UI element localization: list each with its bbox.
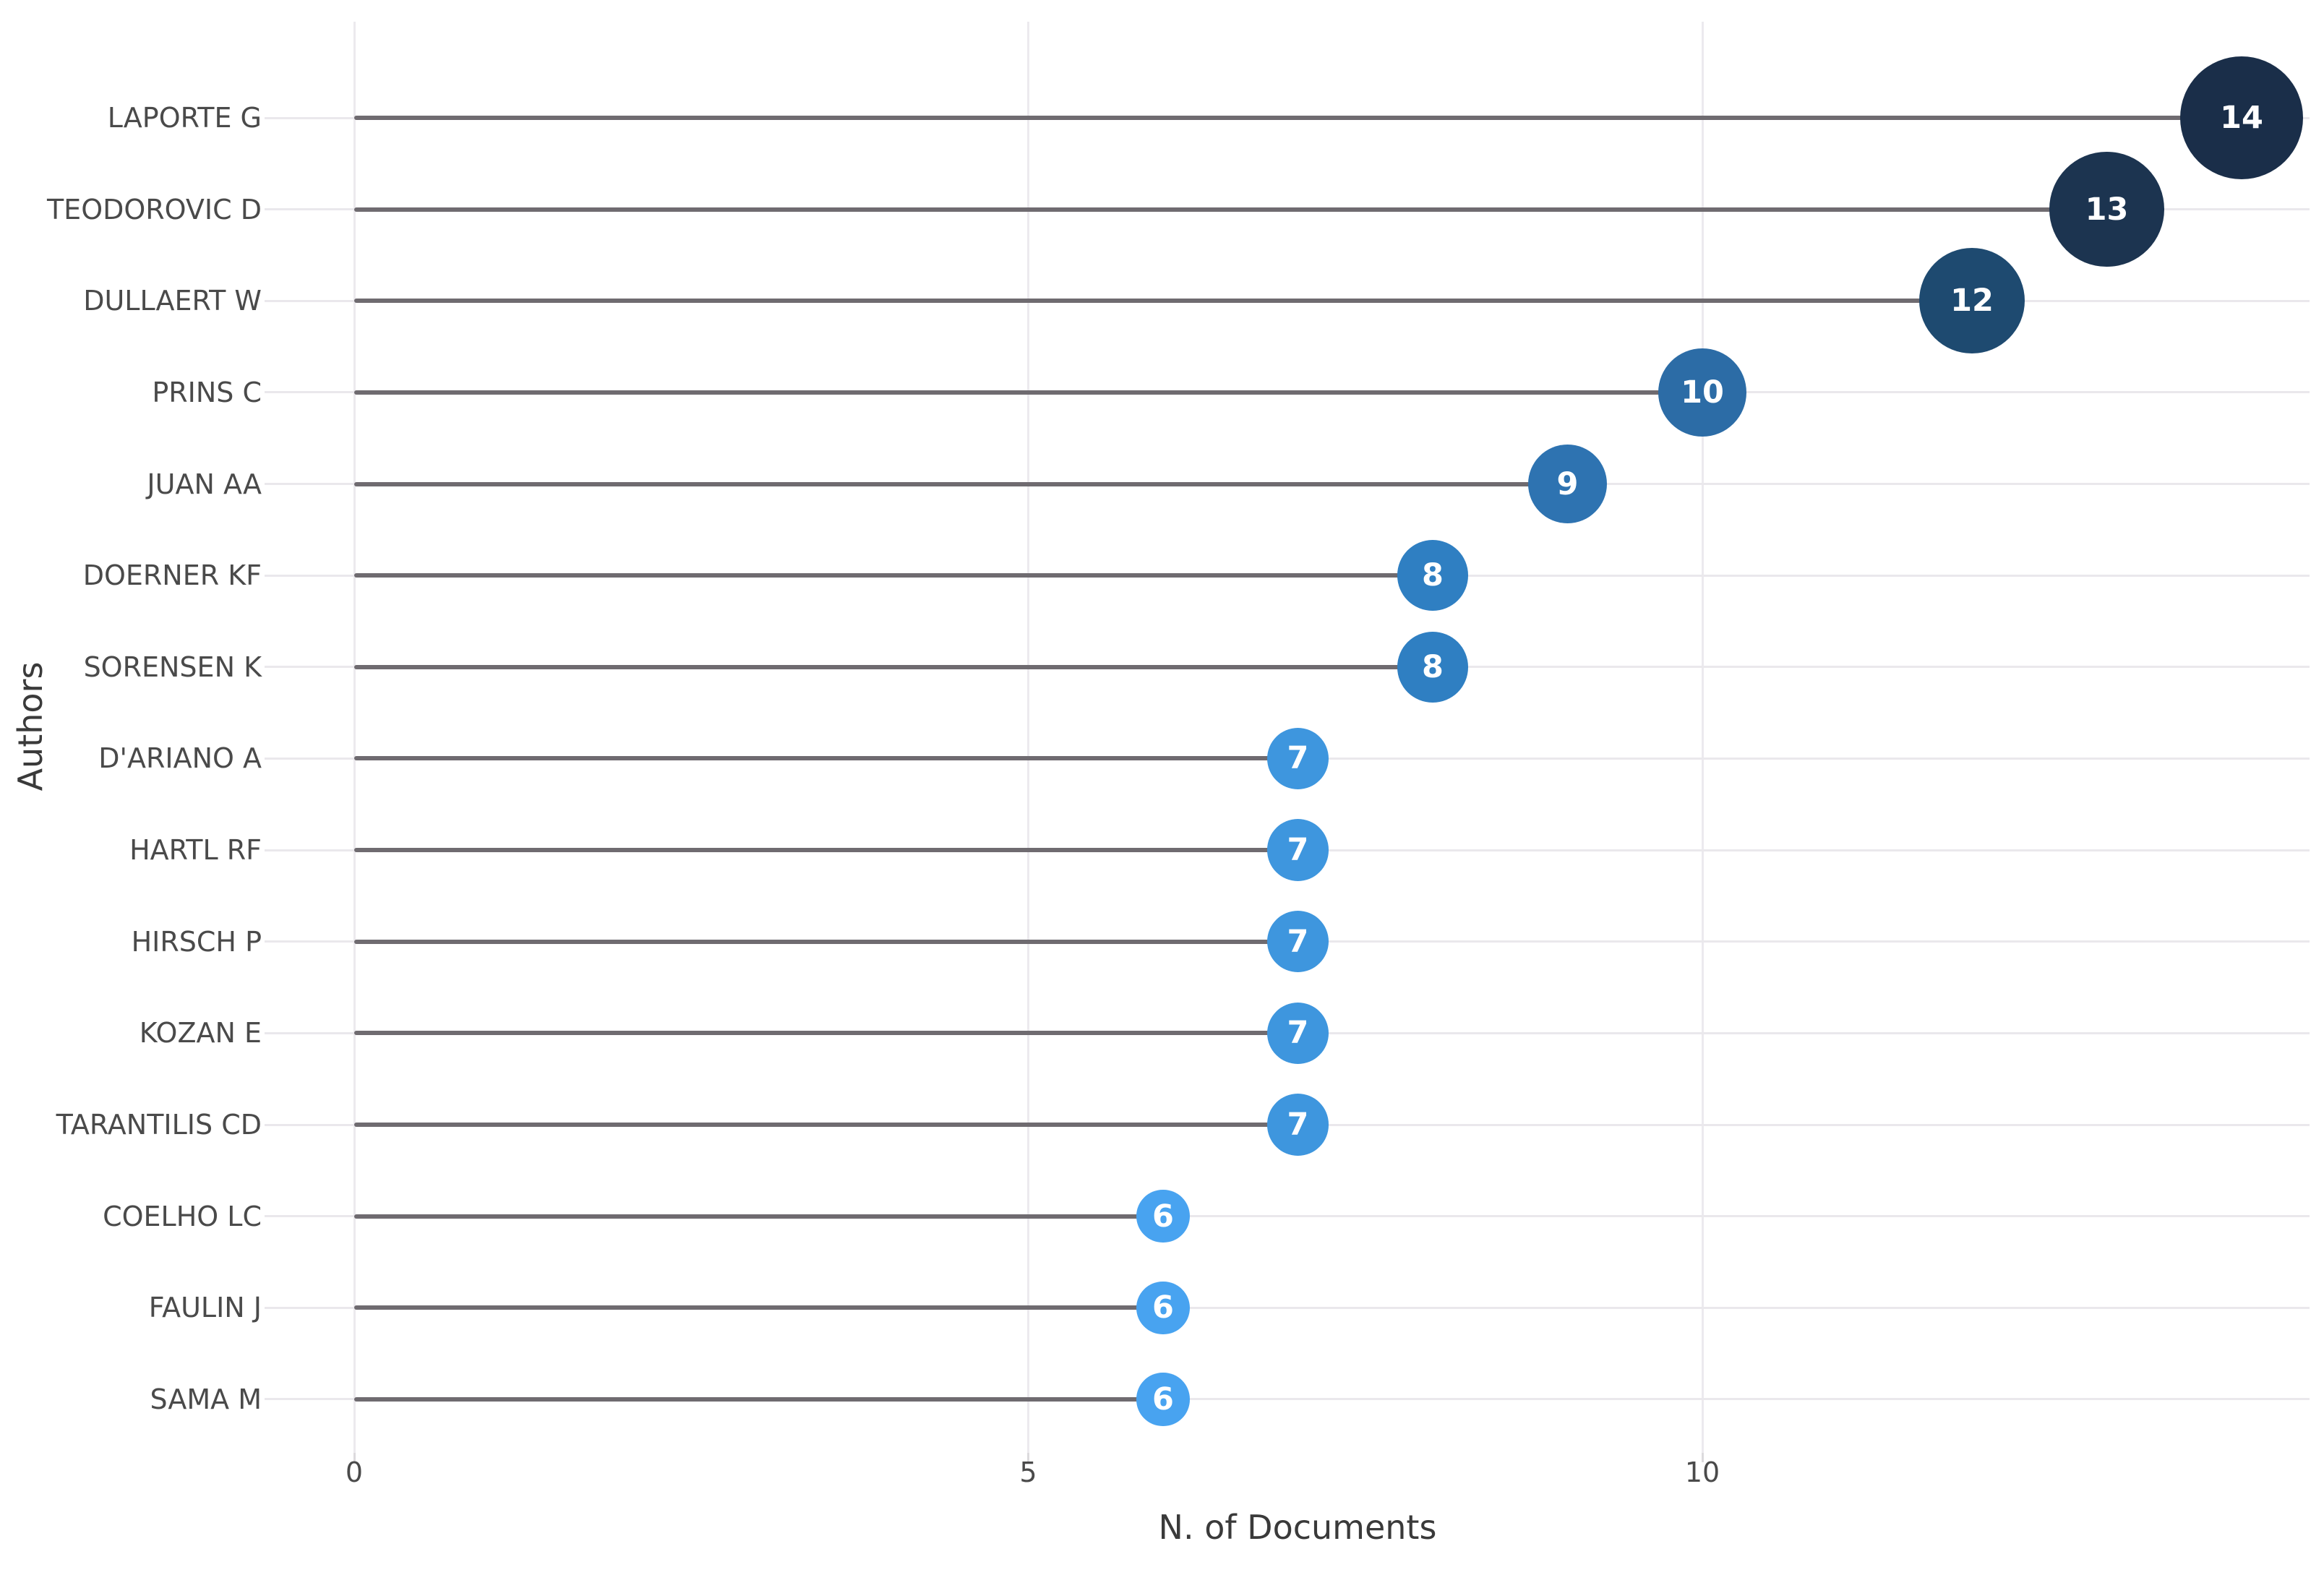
lollipop-stem — [354, 390, 1702, 395]
document-count-bubble[interactable]: 13 — [2049, 152, 2164, 267]
author-label: DOERNER KF — [82, 559, 262, 592]
lollipop-stem — [354, 939, 1298, 944]
lollipop-stem — [354, 1396, 1163, 1402]
author-label: D'ARIANO A — [98, 742, 262, 775]
lollipop-stem — [354, 1214, 1163, 1219]
x-tick-mark — [1701, 1453, 1704, 1462]
author-label: SAMA M — [150, 1383, 262, 1415]
lollipop-stem — [354, 481, 1568, 486]
lollipop-stem — [354, 664, 1433, 669]
x-gridline — [353, 22, 356, 1453]
lollipop-stem — [354, 848, 1298, 853]
x-tick-label: 10 — [1684, 1456, 1720, 1488]
x-gridline — [1027, 22, 1029, 1453]
author-label: JUAN AA — [147, 468, 262, 500]
lollipop-stem — [354, 116, 2242, 120]
x-tick-mark — [1027, 1453, 1029, 1462]
document-count-bubble[interactable]: 7 — [1266, 1094, 1329, 1156]
document-count-bubble[interactable]: 7 — [1266, 1002, 1329, 1065]
author-label: DULLAERT W — [83, 285, 262, 317]
document-count-bubble[interactable]: 7 — [1266, 727, 1329, 790]
lollipop-stem — [354, 1123, 1298, 1128]
lollipop-stem — [354, 207, 2107, 212]
lollipop-stem — [354, 573, 1433, 578]
author-label: COELHO LC — [103, 1200, 262, 1232]
x-tick-label: 0 — [345, 1456, 364, 1488]
row-gridline — [265, 1215, 2310, 1218]
x-gridline — [1701, 22, 1704, 1453]
author-label: SORENSEN K — [83, 651, 262, 683]
document-count-bubble[interactable]: 9 — [1527, 444, 1608, 524]
author-label: HARTL RF — [129, 834, 262, 867]
x-axis-title: N. of Documents — [1158, 1508, 1437, 1547]
document-count-bubble[interactable]: 6 — [1136, 1281, 1190, 1334]
y-axis-title: Authors — [11, 661, 50, 791]
document-count-bubble[interactable]: 10 — [1658, 348, 1746, 437]
document-count-bubble[interactable]: 12 — [1918, 248, 2025, 354]
document-count-bubble[interactable]: 7 — [1266, 911, 1329, 973]
author-label: KOZAN E — [139, 1017, 262, 1050]
author-label: FAULIN J — [148, 1292, 262, 1324]
document-count-bubble[interactable]: 8 — [1397, 540, 1468, 611]
lollipop-stem — [354, 299, 1972, 304]
document-count-bubble[interactable]: 6 — [1136, 1190, 1190, 1243]
document-count-bubble[interactable]: 6 — [1136, 1373, 1190, 1426]
row-gridline — [265, 1398, 2310, 1401]
x-tick-label: 5 — [1019, 1456, 1037, 1488]
author-label: LAPORTE G — [107, 102, 262, 134]
document-count-bubble[interactable]: 14 — [2179, 56, 2304, 180]
author-label: TARANTILIS CD — [56, 1109, 262, 1141]
document-count-bubble[interactable]: 7 — [1266, 819, 1329, 881]
lollipop-stem — [354, 756, 1298, 761]
author-label: PRINS C — [152, 376, 262, 408]
x-tick-mark — [353, 1453, 356, 1462]
author-label: HIRSCH P — [131, 925, 262, 958]
lollipop-stem — [354, 1031, 1298, 1036]
row-gridline — [265, 1306, 2310, 1309]
author-label: TEODOROVIC D — [46, 193, 262, 226]
lollipop-stem — [354, 1305, 1163, 1310]
document-count-bubble[interactable]: 8 — [1397, 632, 1468, 703]
